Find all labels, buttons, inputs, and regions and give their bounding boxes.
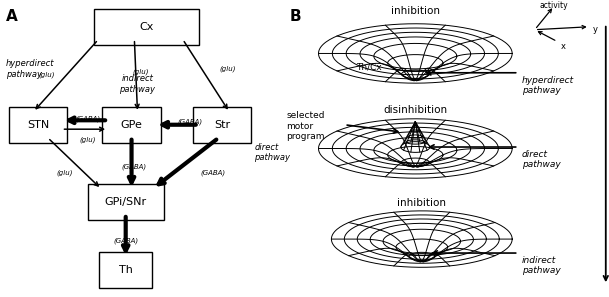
- Text: Th: Th: [119, 265, 133, 275]
- Text: inhibition: inhibition: [397, 198, 446, 208]
- Text: (glu): (glu): [79, 136, 96, 143]
- Text: indirect
pathway: indirect pathway: [119, 74, 155, 94]
- Text: GPi/SNr: GPi/SNr: [105, 197, 147, 207]
- Text: (glu): (glu): [38, 71, 55, 78]
- Text: y: y: [593, 25, 598, 34]
- Text: hyperdirect
pathway: hyperdirect pathway: [6, 59, 54, 79]
- Text: x: x: [560, 42, 566, 50]
- Text: disinhibition: disinhibition: [383, 105, 448, 116]
- Text: STN: STN: [27, 120, 49, 130]
- FancyBboxPatch shape: [99, 252, 152, 288]
- Text: hyperdirect
pathway: hyperdirect pathway: [522, 76, 574, 95]
- Text: indirect
pathway: indirect pathway: [522, 256, 561, 275]
- Text: activity: activity: [540, 1, 568, 10]
- Text: (GABA): (GABA): [122, 163, 147, 170]
- Text: Cx: Cx: [139, 22, 153, 32]
- FancyBboxPatch shape: [88, 184, 164, 220]
- Text: A: A: [6, 9, 18, 24]
- Text: (glu): (glu): [56, 169, 72, 176]
- Text: (GABA): (GABA): [177, 119, 203, 125]
- Text: Str: Str: [214, 120, 230, 130]
- Text: B: B: [289, 9, 301, 24]
- Text: direct
pathway: direct pathway: [255, 143, 290, 162]
- FancyBboxPatch shape: [102, 107, 161, 143]
- Text: GPe: GPe: [121, 120, 143, 130]
- Text: selected
motor
program: selected motor program: [286, 111, 325, 141]
- FancyBboxPatch shape: [9, 107, 67, 143]
- Text: (glu): (glu): [220, 65, 236, 72]
- Text: inhibition: inhibition: [391, 6, 440, 16]
- Text: direct
pathway: direct pathway: [522, 150, 561, 169]
- FancyBboxPatch shape: [193, 107, 252, 143]
- Text: (GABA): (GABA): [75, 116, 100, 122]
- Text: (glu): (glu): [132, 68, 149, 75]
- FancyBboxPatch shape: [94, 9, 199, 45]
- Text: Th/Cx: Th/Cx: [356, 62, 381, 71]
- Text: (GABA): (GABA): [201, 169, 226, 176]
- Text: (GABA): (GABA): [113, 237, 138, 244]
